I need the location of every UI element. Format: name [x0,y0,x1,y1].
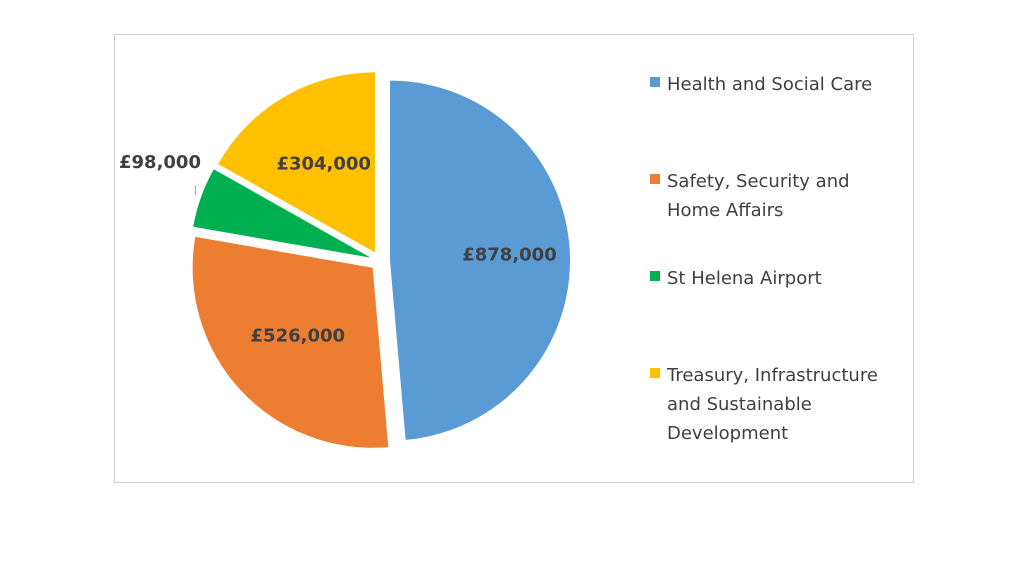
pie-slice-health [389,80,570,440]
pie-slice-treasury [218,72,375,253]
data-label-treasury: £304,000 [276,154,371,175]
data-label-health: £878,000 [462,244,557,265]
data-label-airport: £98,000 [119,152,201,173]
legend-swatch-treasury [650,368,660,378]
legend-label-health: Health and Social Care [667,74,873,95]
data-label-safety: £526,000 [251,325,346,346]
legend-swatch-health [650,77,660,87]
pie-slice-airport [193,169,371,258]
legend-label-airport: St Helena Airport [667,268,822,289]
legend-swatch-safety [650,174,660,184]
legend-swatch-airport [650,271,660,281]
legend-label-treasury: Treasury, Infrastructure and Sustainable… [667,365,878,444]
pie-slice-safety [192,236,389,448]
legend-label-safety: Safety, Security and Home Affairs [667,171,850,221]
